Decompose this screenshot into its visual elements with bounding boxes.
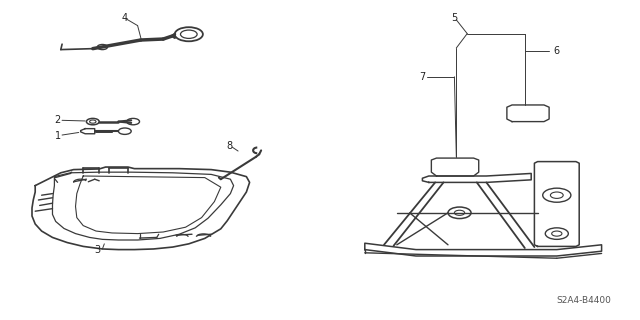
Text: 6: 6 xyxy=(554,46,560,56)
Text: 2: 2 xyxy=(54,115,61,125)
Text: 7: 7 xyxy=(419,72,426,82)
Text: 3: 3 xyxy=(94,245,100,255)
Text: S2A4-B4400: S2A4-B4400 xyxy=(556,296,611,305)
Text: 4: 4 xyxy=(122,12,128,23)
Text: 8: 8 xyxy=(226,140,232,151)
Text: 5: 5 xyxy=(451,12,458,23)
Text: 1: 1 xyxy=(54,131,61,141)
